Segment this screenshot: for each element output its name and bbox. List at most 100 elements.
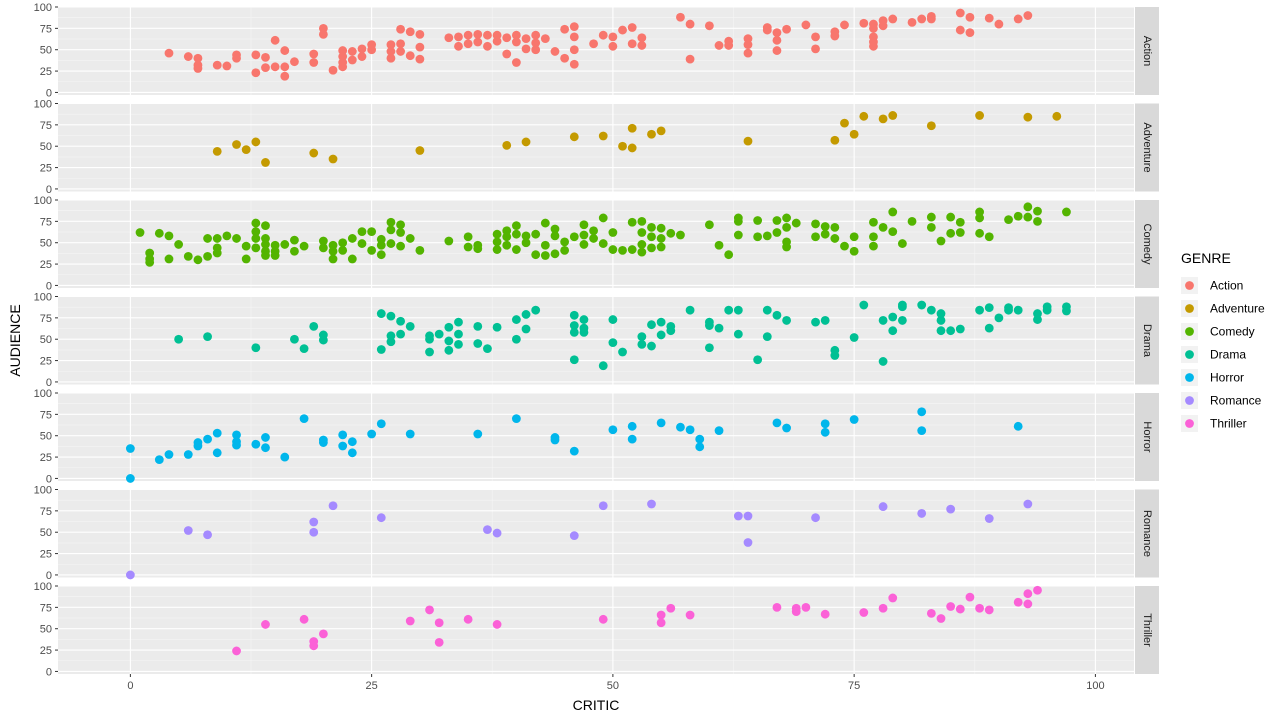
panel-background bbox=[58, 489, 1134, 578]
panel-background bbox=[58, 586, 1134, 674]
data-point bbox=[386, 337, 396, 347]
data-point bbox=[917, 509, 927, 518]
data-point bbox=[232, 430, 241, 440]
data-point bbox=[782, 316, 791, 325]
data-point bbox=[888, 207, 898, 217]
data-point bbox=[183, 526, 193, 535]
data-point bbox=[511, 221, 521, 231]
data-point bbox=[318, 335, 328, 345]
data-point bbox=[569, 355, 579, 365]
data-point bbox=[560, 246, 570, 255]
data-point bbox=[405, 51, 415, 61]
facet-strip-label: Romance bbox=[1141, 510, 1153, 557]
facet-strip bbox=[1135, 296, 1159, 385]
y-tick-label: 75 bbox=[40, 409, 52, 421]
data-point bbox=[666, 326, 676, 336]
data-point bbox=[820, 609, 830, 619]
y-tick-label: 50 bbox=[40, 624, 52, 636]
data-point bbox=[212, 248, 222, 258]
data-point bbox=[926, 608, 936, 618]
data-point bbox=[1042, 302, 1052, 312]
data-point bbox=[859, 111, 869, 121]
data-point bbox=[164, 254, 174, 264]
data-point bbox=[1023, 212, 1033, 222]
data-point bbox=[338, 246, 348, 255]
data-point bbox=[299, 614, 309, 624]
data-point bbox=[888, 227, 898, 237]
y-tick-label: 100 bbox=[34, 195, 52, 207]
data-point bbox=[888, 312, 898, 322]
y-tick-label: 75 bbox=[40, 216, 52, 228]
data-point bbox=[338, 430, 348, 440]
y-tick-label: 50 bbox=[40, 141, 52, 153]
data-point bbox=[637, 33, 647, 43]
legend-title: GENRE bbox=[1181, 250, 1231, 266]
data-point bbox=[483, 41, 492, 51]
data-point bbox=[589, 39, 598, 49]
data-point bbox=[415, 54, 425, 64]
data-point bbox=[975, 207, 984, 217]
data-point bbox=[203, 332, 212, 342]
data-point bbox=[502, 49, 512, 59]
data-point bbox=[174, 240, 184, 249]
data-point bbox=[154, 455, 164, 465]
data-point bbox=[222, 231, 232, 241]
data-point bbox=[772, 228, 782, 237]
data-point bbox=[454, 339, 463, 349]
data-point bbox=[463, 39, 473, 49]
data-point bbox=[203, 251, 212, 261]
data-point bbox=[878, 21, 888, 31]
data-point bbox=[830, 31, 840, 41]
data-point bbox=[261, 63, 270, 73]
data-point bbox=[772, 35, 782, 45]
legend-label: Drama bbox=[1210, 348, 1246, 362]
data-point bbox=[627, 217, 637, 227]
data-point bbox=[656, 418, 666, 428]
data-point bbox=[550, 231, 560, 241]
data-point bbox=[328, 65, 338, 75]
y-tick-label: 100 bbox=[34, 99, 52, 111]
data-point bbox=[946, 228, 956, 238]
data-point bbox=[627, 434, 637, 444]
y-tick-label: 100 bbox=[34, 388, 52, 400]
data-point bbox=[203, 234, 212, 243]
data-point bbox=[473, 29, 483, 39]
data-point bbox=[859, 18, 869, 28]
y-tick-label: 0 bbox=[46, 87, 52, 99]
data-point bbox=[1013, 211, 1023, 221]
data-point bbox=[888, 593, 898, 603]
data-point bbox=[984, 303, 994, 313]
data-point bbox=[193, 64, 203, 73]
data-point bbox=[598, 30, 608, 40]
y-tick-label: 100 bbox=[34, 581, 52, 593]
data-point bbox=[1023, 499, 1033, 509]
data-point bbox=[676, 12, 685, 22]
data-point bbox=[261, 158, 270, 167]
data-point bbox=[830, 234, 840, 243]
data-point bbox=[743, 40, 753, 49]
data-point bbox=[540, 240, 550, 250]
data-point bbox=[936, 326, 946, 336]
data-point bbox=[309, 322, 319, 331]
data-point bbox=[820, 316, 830, 325]
data-point bbox=[502, 240, 512, 250]
data-point bbox=[869, 23, 878, 33]
data-point bbox=[569, 446, 579, 456]
data-point bbox=[203, 530, 212, 540]
data-point bbox=[975, 603, 984, 613]
legend-label: Adventure bbox=[1210, 302, 1265, 316]
legend-label: Horror bbox=[1210, 371, 1244, 385]
data-point bbox=[232, 234, 241, 243]
data-point bbox=[994, 313, 1004, 323]
data-point bbox=[936, 309, 946, 318]
y-tick-label: 50 bbox=[40, 334, 52, 346]
data-point bbox=[444, 33, 454, 43]
data-point bbox=[627, 123, 637, 133]
legend-key-point bbox=[1185, 281, 1194, 290]
data-point bbox=[511, 30, 521, 40]
data-point bbox=[840, 241, 849, 251]
data-point bbox=[569, 32, 579, 42]
data-point bbox=[309, 148, 319, 158]
x-tick-label: 25 bbox=[366, 680, 378, 692]
data-point bbox=[743, 136, 753, 146]
